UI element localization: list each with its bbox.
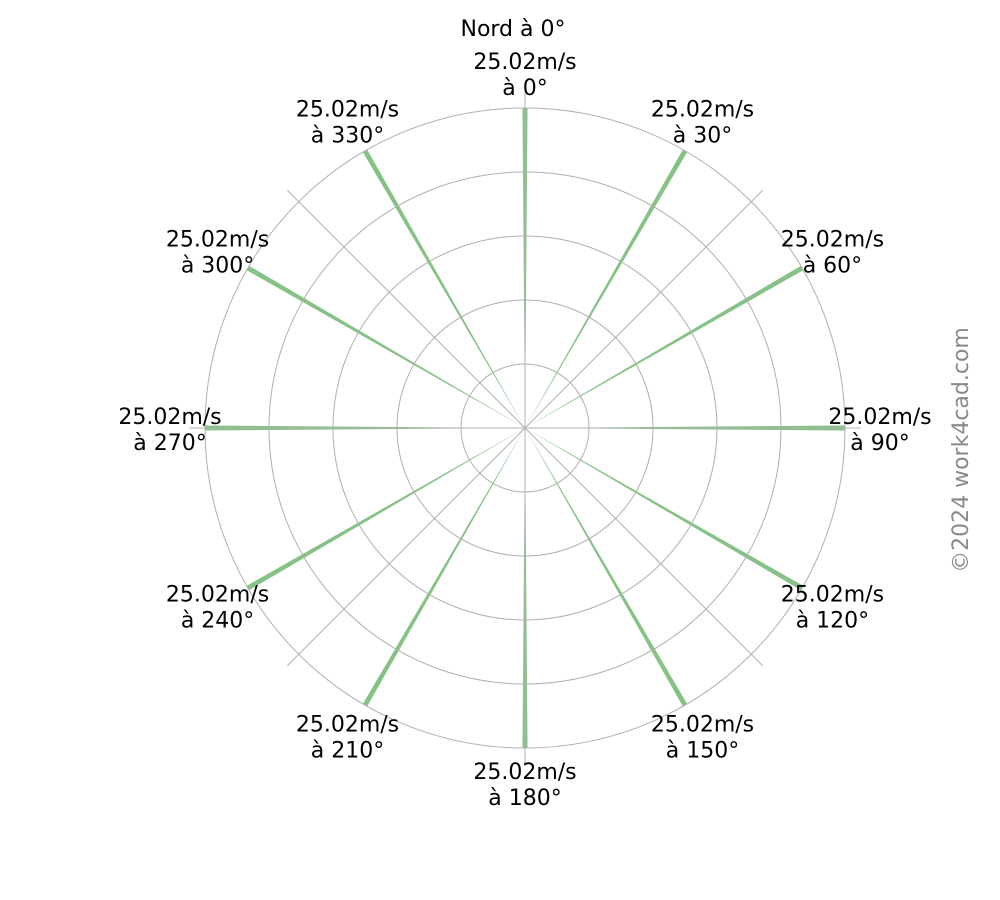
data-label: 25.02m/s à 90°: [828, 405, 931, 456]
data-label: 25.02m/s à 180°: [473, 760, 576, 811]
data-label: 25.02m/s à 60°: [781, 228, 884, 279]
bar-120: [525, 428, 804, 591]
data-label-value: 25.02m/s: [473, 760, 576, 785]
data-label-angle: à 60°: [803, 254, 862, 279]
data-label-angle: à 300°: [181, 254, 254, 279]
data-label-angle: à 90°: [850, 431, 909, 456]
angular-gridline: [524, 190, 763, 429]
data-label: 25.02m/s à 30°: [651, 98, 754, 149]
data-label-angle: à 120°: [796, 609, 869, 634]
angular-gridline: [287, 190, 526, 429]
bars-group: [205, 107, 845, 748]
data-label: 25.02m/s à 270°: [118, 405, 221, 456]
data-label-value: 25.02m/s: [828, 405, 931, 430]
bar-330: [362, 149, 525, 429]
data-label: 25.02m/s à 240°: [166, 583, 269, 634]
chart-title: Nord à 0°: [460, 17, 565, 42]
data-label-value: 25.02m/s: [296, 98, 399, 123]
data-label-value: 25.02m/s: [166, 583, 269, 608]
data-label-value: 25.02m/s: [781, 228, 884, 253]
data-label-value: 25.02m/s: [781, 583, 884, 608]
data-label: 25.02m/s à 120°: [781, 583, 884, 634]
bar-60: [525, 265, 804, 428]
data-label-angle: à 180°: [488, 786, 561, 811]
angular-gridline: [287, 427, 526, 666]
bar-300: [246, 265, 526, 428]
bar-30: [525, 149, 688, 429]
bar-240: [246, 428, 526, 591]
watermark: ©2024 work4cad.com: [949, 327, 974, 573]
labels-group: 25.02m/s à 0°25.02m/s à 30°25.02m/s à 60°25…: [118, 50, 931, 811]
data-label-angle: à 150°: [666, 738, 739, 763]
data-label: 25.02m/s à 210°: [296, 712, 399, 763]
grid-group: [189, 92, 861, 764]
data-label-value: 25.02m/s: [118, 405, 221, 430]
data-label-angle: à 330°: [311, 124, 384, 149]
data-label-value: 25.02m/s: [651, 712, 754, 737]
data-label-angle: à 210°: [311, 738, 384, 763]
data-label-angle: à 30°: [673, 124, 732, 149]
data-label-angle: à 270°: [133, 431, 206, 456]
angular-gridline: [524, 427, 763, 666]
bar-150: [525, 428, 688, 707]
data-label: 25.02m/s à 300°: [166, 228, 269, 279]
data-label-value: 25.02m/s: [473, 50, 576, 75]
data-label-angle: à 0°: [502, 76, 547, 101]
data-label-value: 25.02m/s: [651, 98, 754, 123]
data-label-angle: à 240°: [181, 609, 254, 634]
data-label: 25.02m/s à 0°: [473, 50, 576, 101]
data-label-value: 25.02m/s: [166, 228, 269, 253]
data-label: 25.02m/s à 150°: [651, 712, 754, 763]
bar-210: [362, 428, 525, 707]
data-label-value: 25.02m/s: [296, 712, 399, 737]
data-label: 25.02m/s à 330°: [296, 98, 399, 149]
